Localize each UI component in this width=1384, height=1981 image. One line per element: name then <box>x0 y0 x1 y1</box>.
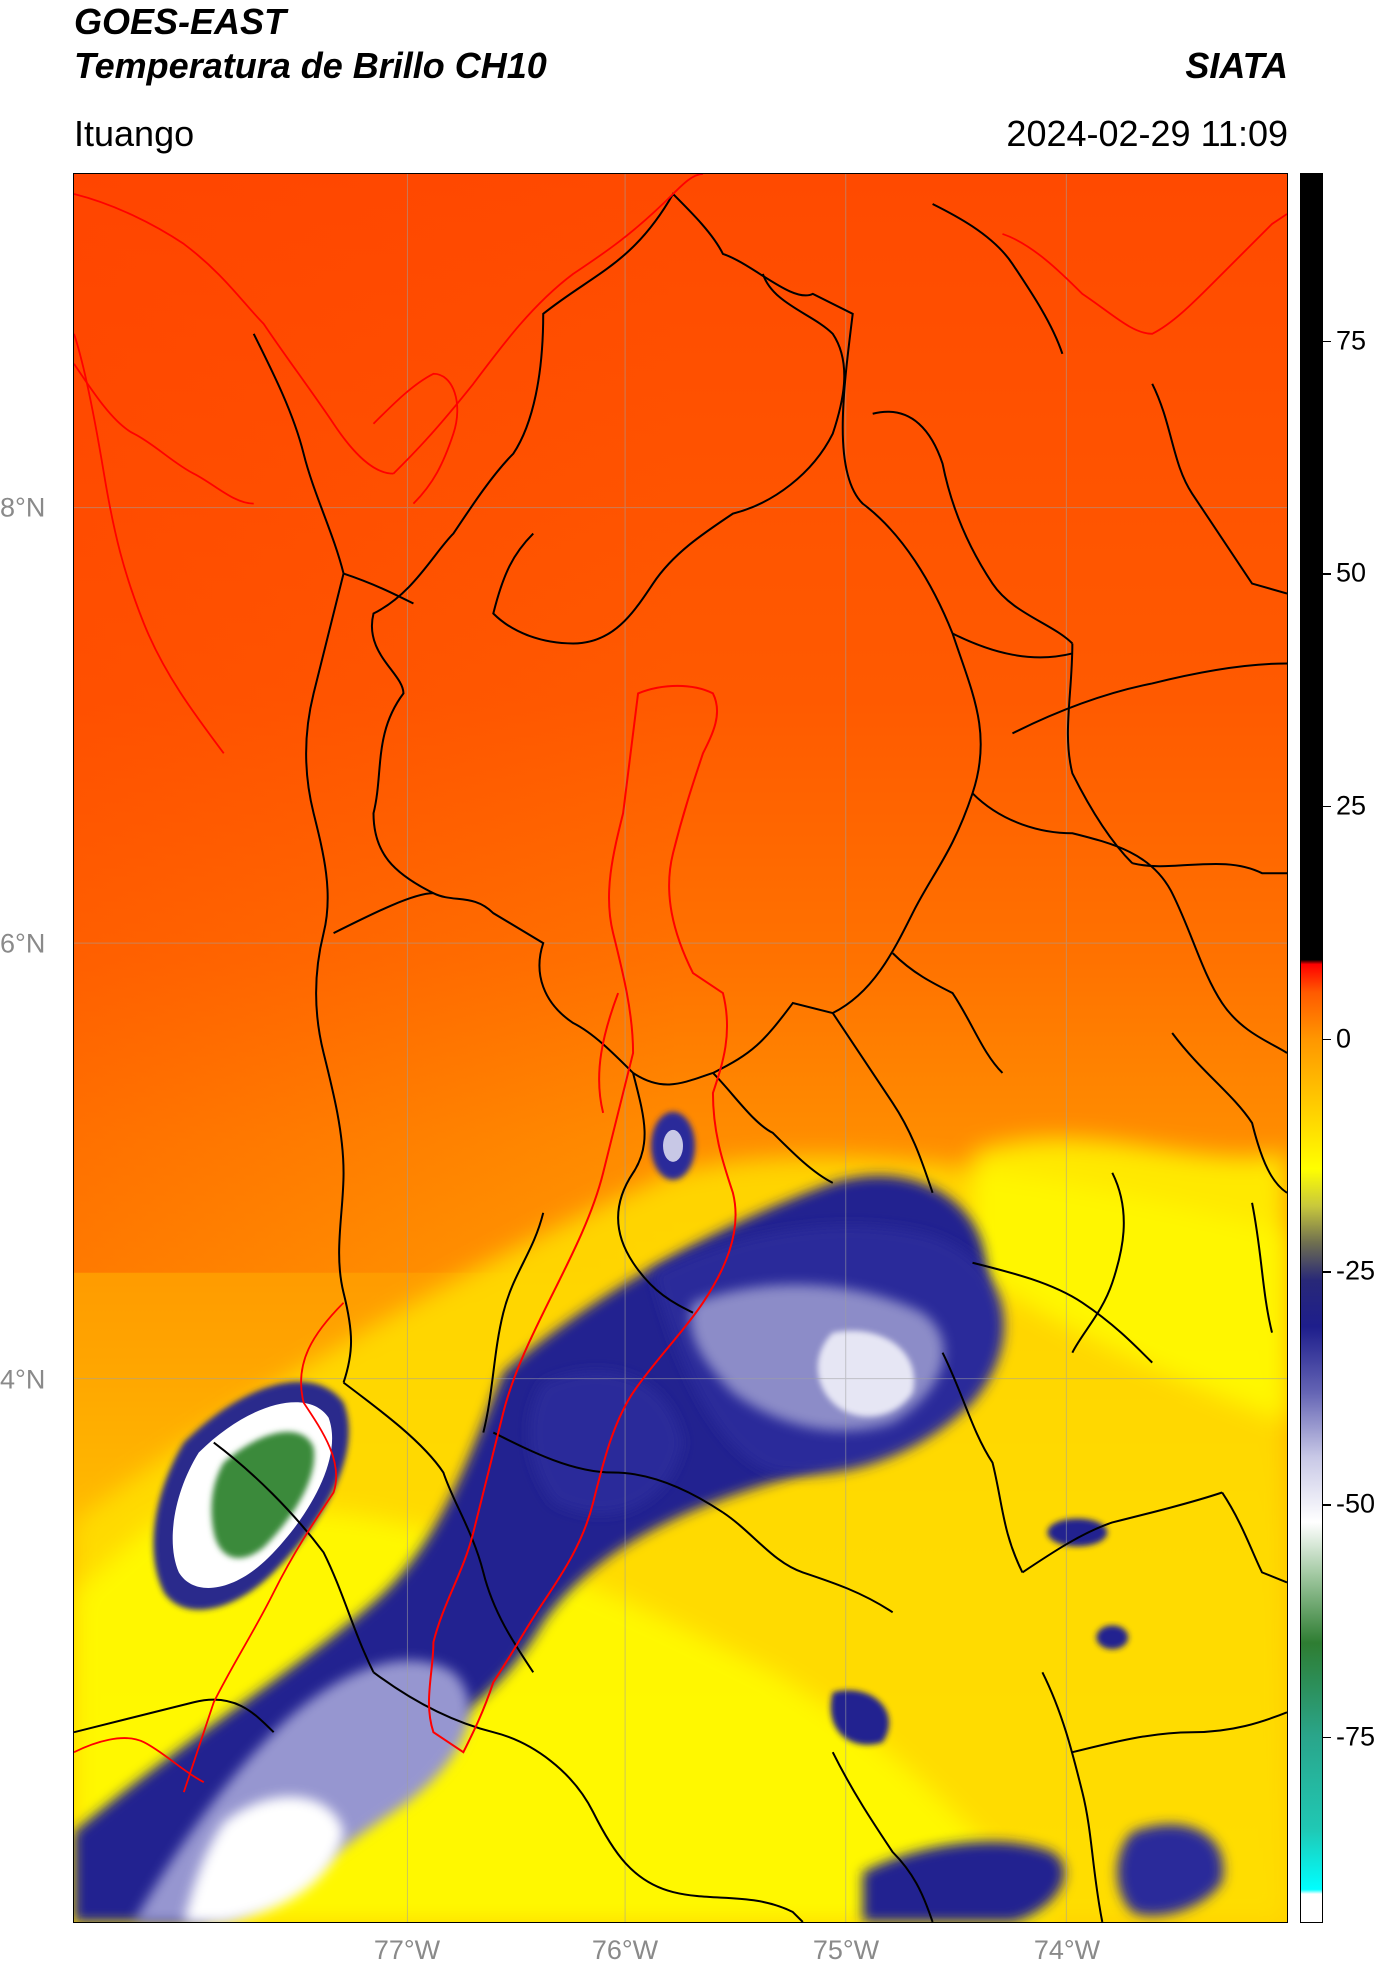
colorbar-tick-label: -50 <box>1336 1488 1376 1519</box>
colorbar <box>1300 173 1323 1923</box>
basin-outline <box>428 685 737 1754</box>
map-frame <box>73 173 1288 1923</box>
colorbar-tick-mark <box>1323 1271 1331 1273</box>
coastline <box>74 174 1287 1793</box>
colorbar-tick-label: 50 <box>1336 557 1367 588</box>
colorbar-tick-mark <box>1323 340 1331 343</box>
lon-tick-77w: 77°W <box>373 1935 441 1965</box>
cold-cloud-tops <box>74 1111 1224 1922</box>
colorbar-tick-label: 75 <box>1336 325 1367 356</box>
lat-tick-4n: 4°N <box>0 1364 46 1395</box>
admin-boundaries <box>74 192 1287 1922</box>
lat-tick-6n: 6°N <box>0 928 46 959</box>
organization-label: SIATA <box>1185 45 1288 86</box>
temperature-field <box>74 174 1287 1922</box>
title-block: GOES-EAST Temperatura de Brillo CH10 <box>74 0 547 88</box>
lon-tick-75w: 75°W <box>812 1935 880 1965</box>
colorbar-tick-mark <box>1323 1736 1331 1739</box>
timestamp-label: 2024-02-29 11:09 <box>1006 113 1288 154</box>
product-title: Temperatura de Brillo CH10 <box>74 45 547 86</box>
colorbar-tick-mark <box>1323 1504 1331 1506</box>
colorbar-tick-label: -75 <box>1336 1721 1376 1752</box>
colorbar-tick-mark <box>1323 573 1331 575</box>
satellite-title: GOES-EAST <box>74 1 287 42</box>
colorbar-tick-label: 25 <box>1336 790 1367 821</box>
colorbar-tick-mark <box>1323 1038 1331 1041</box>
lon-tick-74w: 74°W <box>1033 1935 1101 1965</box>
colorbar-tick-mark <box>1323 805 1331 808</box>
brightness-temperature-map <box>74 174 1287 1922</box>
colorbar-tick-label: 0 <box>1336 1023 1352 1054</box>
colorbar-tick-label: -25 <box>1336 1255 1376 1286</box>
lon-tick-76w: 76°W <box>591 1935 659 1965</box>
lat-tick-8n: 8°N <box>0 492 46 523</box>
region-label: Ituango <box>74 113 195 154</box>
